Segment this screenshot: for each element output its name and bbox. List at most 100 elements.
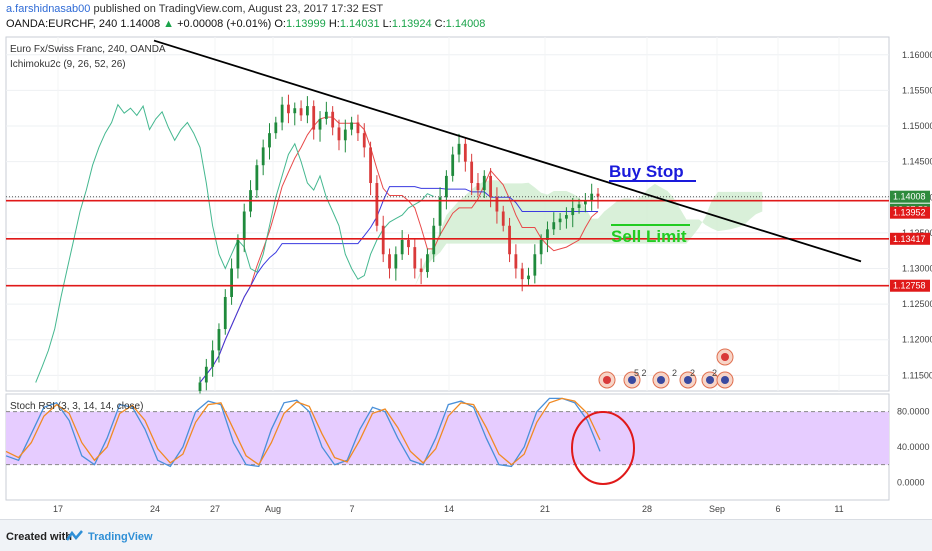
candle-body	[343, 129, 347, 141]
open-label: O:	[274, 18, 286, 30]
flag-icon	[603, 376, 611, 384]
candle-body	[394, 254, 398, 269]
instrument-legend[interactable]: Euro Fx/Swiss Franc, 240, OANDA	[10, 44, 166, 55]
stoch-tick-label: 80.0000	[897, 407, 930, 417]
trendline-group[interactable]	[153, 39, 862, 263]
price-axis[interactable]: 1.160001.155001.150001.145001.140001.135…	[897, 50, 932, 488]
candle-body	[223, 296, 227, 330]
event-icons[interactable]: 5 2 2 2 2	[598, 348, 734, 389]
stoch-legend[interactable]: Stoch RSI (3, 3, 14, 14, close)	[10, 401, 144, 412]
publish-info: a.farshidnasab00 published on TradingVie…	[6, 3, 383, 15]
highlight-circle[interactable]	[571, 411, 635, 485]
time-axis[interactable]: 17 24 27 Aug 7 14 21 28 Sep 6 11	[53, 504, 844, 514]
candle-body	[318, 118, 322, 130]
candle-body	[356, 122, 360, 134]
candle-body	[400, 239, 404, 255]
candle-body	[242, 211, 246, 240]
high-label: H:	[328, 18, 340, 30]
candles	[198, 94, 600, 397]
price-tag-label: 1.13417	[893, 234, 926, 244]
candle-body	[419, 268, 423, 273]
kijun-line	[199, 186, 598, 383]
candle-body	[438, 197, 442, 226]
time-tick-label: 7	[349, 504, 354, 514]
candle-body	[546, 229, 549, 240]
price-tick-label: 1.12500	[902, 299, 932, 309]
price-tick-label: 1.14500	[902, 157, 932, 167]
candle-body	[255, 165, 259, 191]
price-tick-label: 1.13000	[902, 263, 932, 273]
lagging-span	[35, 103, 434, 383]
stoch-lines	[5, 397, 889, 468]
candle-body	[337, 127, 341, 141]
candle-body	[552, 222, 556, 230]
sell-limit-label[interactable]: Sell Limit	[611, 227, 687, 246]
candle-body	[261, 147, 265, 166]
candle-body	[577, 204, 581, 208]
time-tick-label: 28	[642, 504, 652, 514]
price-tag	[890, 279, 930, 292]
price-tag-label: 1.12758	[893, 281, 926, 291]
event-count: 5 2	[634, 368, 647, 378]
close-value: 1.14008	[445, 18, 486, 30]
stoch-tick-label: 40.0000	[897, 442, 930, 452]
ichimoku-cloud	[364, 180, 763, 383]
price-tag	[890, 190, 930, 203]
candle-body	[388, 254, 391, 269]
candle-body	[204, 366, 208, 383]
publish-text: published on TradingView.com, August 23,…	[93, 3, 384, 15]
author-link[interactable]: a.farshidnasab00	[6, 3, 91, 15]
candle-body	[514, 254, 518, 269]
flag-icon	[628, 376, 636, 384]
stoch-tick-label: 0.0000	[897, 477, 925, 487]
candle-body	[432, 225, 436, 255]
flag-icon	[684, 376, 692, 384]
candle-body	[451, 154, 455, 176]
candle-body	[527, 275, 530, 280]
low-value: 1.13924	[391, 18, 432, 30]
time-tick-label: 14	[444, 504, 454, 514]
open-value: 1.13999	[285, 18, 326, 30]
candle-body	[369, 147, 372, 184]
candle-body	[312, 106, 316, 130]
candle-body	[331, 111, 335, 128]
candle-body	[305, 106, 309, 116]
chart-canvas[interactable]: 1.160001.155001.150001.145001.140001.135…	[0, 0, 932, 519]
tradingview-brand[interactable]: TradingView	[88, 531, 153, 543]
price-tick-label: 1.15500	[902, 85, 932, 95]
candle-body	[375, 183, 379, 226]
candle-body	[426, 254, 429, 273]
tradingview-logo-icon	[65, 529, 84, 548]
candle-body	[350, 122, 354, 130]
price-change: +0.00008 (+0.01%)	[177, 18, 272, 30]
candle-body	[457, 143, 461, 155]
candle-body	[463, 143, 467, 162]
price-tick-label: 1.11500	[902, 370, 932, 380]
price-tag	[890, 232, 930, 245]
created-with-text: Created with	[6, 531, 73, 543]
candle-body	[539, 239, 543, 255]
candle-body	[596, 193, 600, 197]
high-value: 1.14031	[339, 18, 380, 30]
candle-body	[274, 122, 278, 134]
candle-body	[565, 215, 568, 219]
event-count: 2	[672, 368, 677, 378]
price-tick-label: 1.12000	[902, 335, 932, 345]
candle-body	[217, 329, 221, 351]
ichimoku-legend[interactable]: Ichimoku2c (9, 26, 52, 26)	[10, 59, 126, 70]
candle-body	[268, 133, 271, 148]
candle-body	[293, 108, 297, 114]
ichimoku-lines	[35, 103, 599, 383]
buy-stop-label[interactable]: Buy Stop	[609, 162, 684, 181]
horizontal-levels[interactable]	[6, 196, 889, 287]
time-tick-label: Sep	[709, 504, 725, 514]
candle-body	[571, 207, 575, 216]
candle-body	[590, 193, 594, 201]
candle-body	[508, 225, 511, 255]
time-tick-label: 27	[210, 504, 220, 514]
candle-body	[470, 161, 474, 184]
symbol-label: OANDA:EURCHF, 240	[6, 18, 118, 30]
event-count: 2	[690, 368, 695, 378]
time-tick-label: 6	[775, 504, 780, 514]
